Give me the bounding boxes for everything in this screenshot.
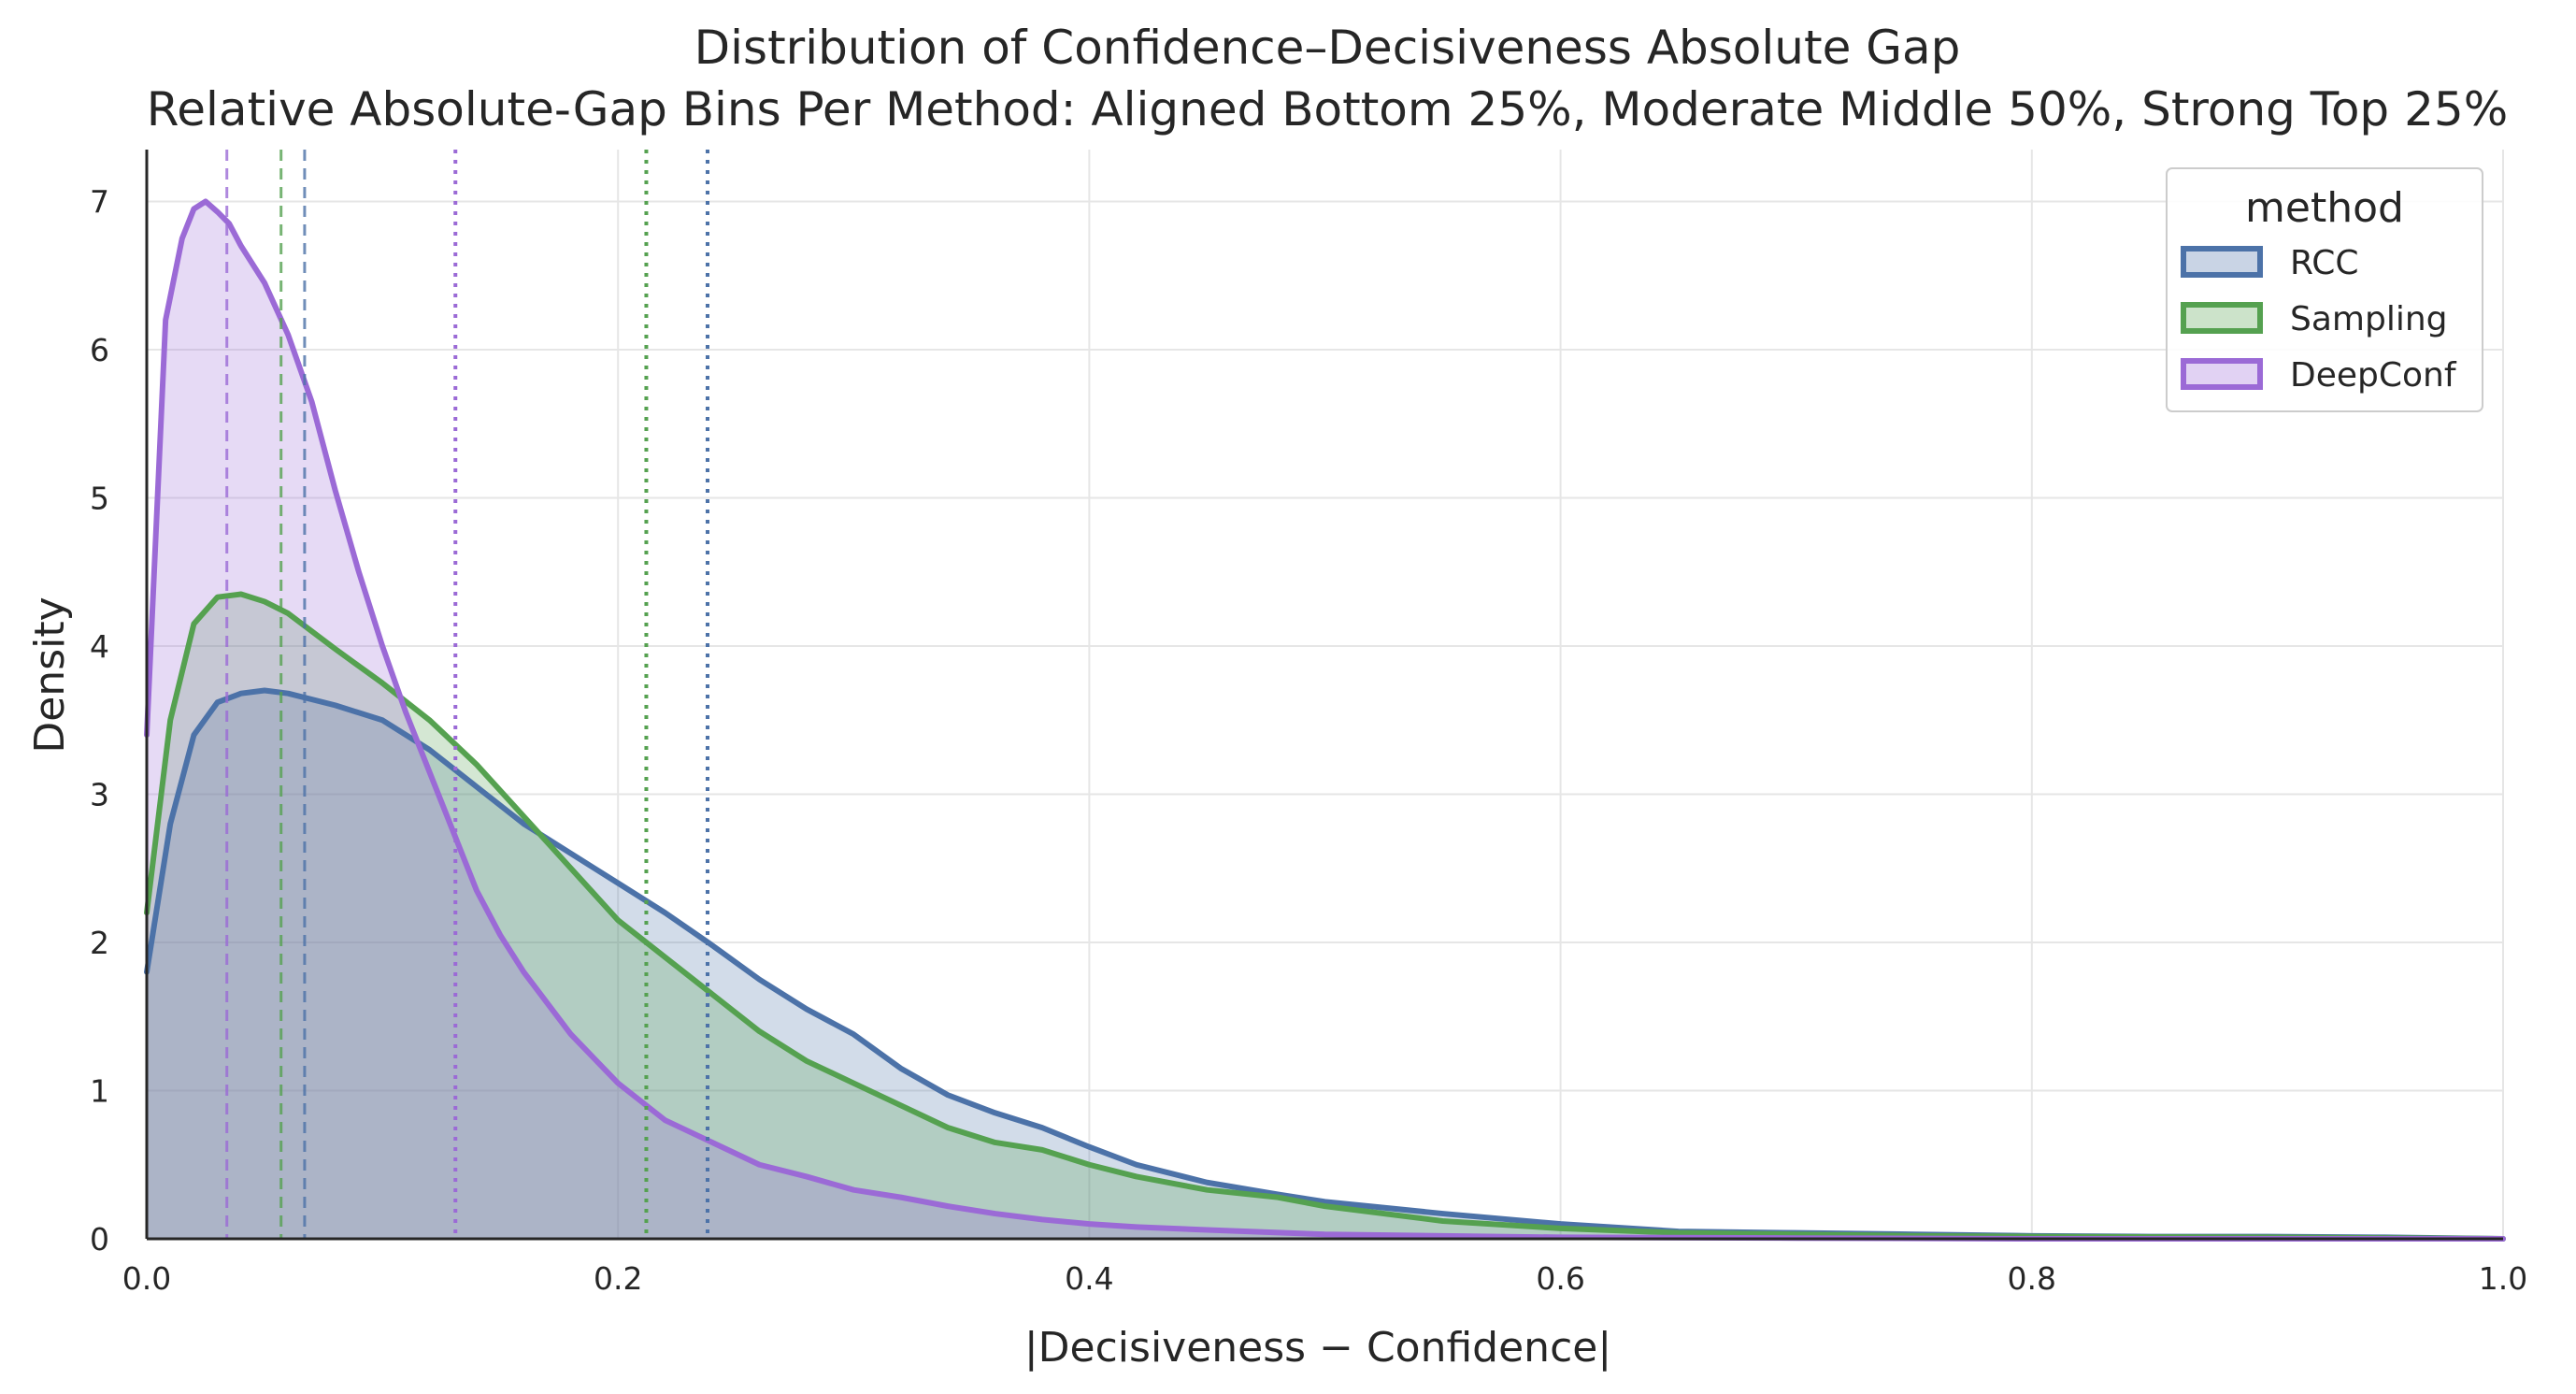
x-tick-label: 0.4 [1065, 1260, 1113, 1297]
rcc-density-fill [147, 690, 2503, 1239]
x-tick-label: 0.6 [1536, 1260, 1584, 1297]
density-lines [144, 198, 2506, 1242]
chart-subtitle: Relative Absolute-Gap Bins Per Method: A… [147, 82, 2508, 137]
deepconf-density-fill [147, 201, 2503, 1239]
reference-lines [225, 150, 709, 1239]
x-tick-label: 0.0 [122, 1260, 171, 1297]
sampling-legend-swatch [2181, 302, 2263, 334]
density-fills [147, 201, 2503, 1239]
x-axis-label: |Decisiveness − Confidence| [1024, 1324, 1611, 1372]
deepconf-legend-swatch [2181, 358, 2263, 390]
tick-labels: 0.0 0.2 0.4 0.6 0.8 1.0 0 1 2 3 4 5 6 7 [90, 183, 2527, 1297]
x-tick-label: 0.2 [594, 1260, 642, 1297]
rcc-legend-label: RCC [2290, 244, 2359, 282]
deepconf-legend-label: DeepConf [2290, 356, 2457, 395]
axes [145, 150, 2503, 1241]
legend-box [2166, 167, 2483, 412]
sampling-density-fill [147, 594, 2503, 1239]
rcc-legend-swatch [2181, 246, 2263, 278]
y-tick-label: 3 [90, 776, 109, 812]
sampling-density-line [144, 591, 2506, 1242]
y-tick-label: 2 [90, 925, 109, 961]
y-tick-label: 1 [90, 1072, 109, 1109]
y-tick-label: 4 [90, 628, 109, 665]
x-tick-label: 1.0 [2479, 1260, 2527, 1297]
chart-title: Distribution of Confidence–Decisiveness … [694, 21, 1961, 75]
legend: method RCC Sampling DeepConf [2166, 167, 2483, 412]
x-tick-label: 0.8 [2008, 1260, 2056, 1297]
deepconf-density-line [144, 198, 2506, 1242]
y-axis-label: Density [26, 596, 74, 753]
y-tick-label: 0 [90, 1221, 109, 1257]
y-tick-label: 5 [90, 480, 109, 516]
legend-title: method [2245, 184, 2404, 232]
sampling-legend-label: Sampling [2290, 300, 2448, 338]
y-tick-label: 6 [90, 332, 109, 368]
y-tick-label: 7 [90, 183, 109, 220]
